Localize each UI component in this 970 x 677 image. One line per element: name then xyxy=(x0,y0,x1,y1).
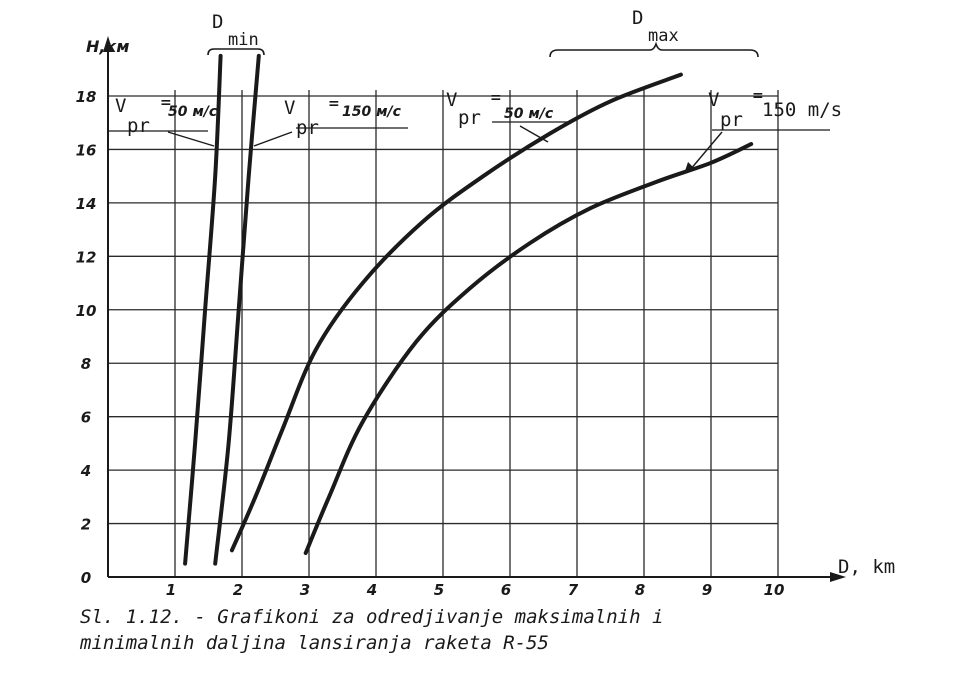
dmin-bracket xyxy=(207,48,265,56)
label-dmin-150-v: V xyxy=(284,97,295,119)
y-tick-label: 0 xyxy=(81,569,91,587)
label-dmax-50-v: V xyxy=(446,89,457,111)
x-axis-label: D, km xyxy=(838,556,895,578)
label-dmin-150-leader xyxy=(253,131,293,147)
series-line-3 xyxy=(229,72,683,553)
dmax-bracket xyxy=(549,41,759,58)
x-tick-label: 3 xyxy=(300,581,310,599)
y-tick-label: 8 xyxy=(81,355,91,373)
y-axis-arrow xyxy=(103,36,113,52)
label-dmax-150-leader xyxy=(689,131,723,171)
y-tick-label: 4 xyxy=(80,462,91,480)
series-line-4 xyxy=(303,142,754,555)
label-dmin-150-eq: = xyxy=(328,96,340,112)
dmin-label-sub: min xyxy=(228,30,259,50)
label-dmax-150: V pr = 150 m/s xyxy=(684,88,842,174)
caption-line-2: minimalnih daljina lansiranja raketa R-5… xyxy=(80,632,549,654)
dmax-label-main: D xyxy=(632,7,643,29)
y-tick-label: 6 xyxy=(81,409,91,427)
x-axis-arrow xyxy=(830,572,846,582)
y-tick-label: 10 xyxy=(76,302,97,320)
label-dmax-150-v: V xyxy=(708,89,719,111)
axes xyxy=(103,36,846,582)
label-dmin-150: V pr = 150 м/с xyxy=(253,96,408,147)
x-tick-label: 7 xyxy=(568,581,579,599)
dmin-label: D min xyxy=(207,11,265,56)
caption-line-1: Sl. 1.12. - Grafikoni za odredjivanje ma… xyxy=(80,606,664,628)
y-tick-label: 14 xyxy=(76,195,97,213)
label-dmin-150-speed: 150 м/с xyxy=(342,104,402,120)
dmax-label-sub: max xyxy=(648,26,679,46)
label-dmin-50-speed: 50 м/с xyxy=(168,104,218,120)
label-dmax-150-arrowhead xyxy=(684,162,694,174)
label-dmax-150-speed: 150 m/s xyxy=(762,99,842,121)
grid xyxy=(108,90,779,577)
series-line-1 xyxy=(183,53,223,566)
dmin-label-main: D xyxy=(212,11,223,33)
series-line-2 xyxy=(213,53,261,566)
label-dmax-50-eq: = xyxy=(490,90,502,106)
y-axis-label: H,км xyxy=(86,37,129,56)
label-dmax-150-pr: pr xyxy=(720,109,743,131)
label-dmin-50-eq: = xyxy=(160,95,172,111)
label-dmax-150-eq: = xyxy=(752,88,764,104)
x-tick-label: 6 xyxy=(501,581,511,599)
dmax-label: D max xyxy=(549,7,759,58)
y-tick-label: 2 xyxy=(81,516,91,534)
x-tick-label: 9 xyxy=(702,581,712,599)
label-dmax-50-leader xyxy=(519,125,549,143)
x-tick-label: 5 xyxy=(434,581,444,599)
label-dmax-50-speed: 50 м/с xyxy=(504,106,554,122)
label-dmax-50-pr: pr xyxy=(458,107,481,129)
label-dmin-50-pr: pr xyxy=(127,115,150,137)
label-dmin-50-v: V xyxy=(115,95,126,117)
label-dmax-50: V pr = 50 м/с xyxy=(446,89,568,143)
x-tick-label: 10 xyxy=(764,581,785,599)
x-tick-label: 4 xyxy=(366,581,377,599)
x-tick-label: 2 xyxy=(233,581,243,599)
y-tick-label: 12 xyxy=(76,248,97,266)
label-dmin-50-leader xyxy=(167,131,215,147)
series xyxy=(183,53,754,566)
y-tick-label: 18 xyxy=(76,88,97,106)
x-tick-label: 8 xyxy=(635,581,645,599)
x-tick-label: 1 xyxy=(166,581,176,599)
y-tick-label: 16 xyxy=(76,141,97,159)
figure-caption: Sl. 1.12. - Grafikoni za odredjivanje ma… xyxy=(80,604,940,656)
label-dmin-50: V pr = 50 м/с xyxy=(108,95,218,147)
